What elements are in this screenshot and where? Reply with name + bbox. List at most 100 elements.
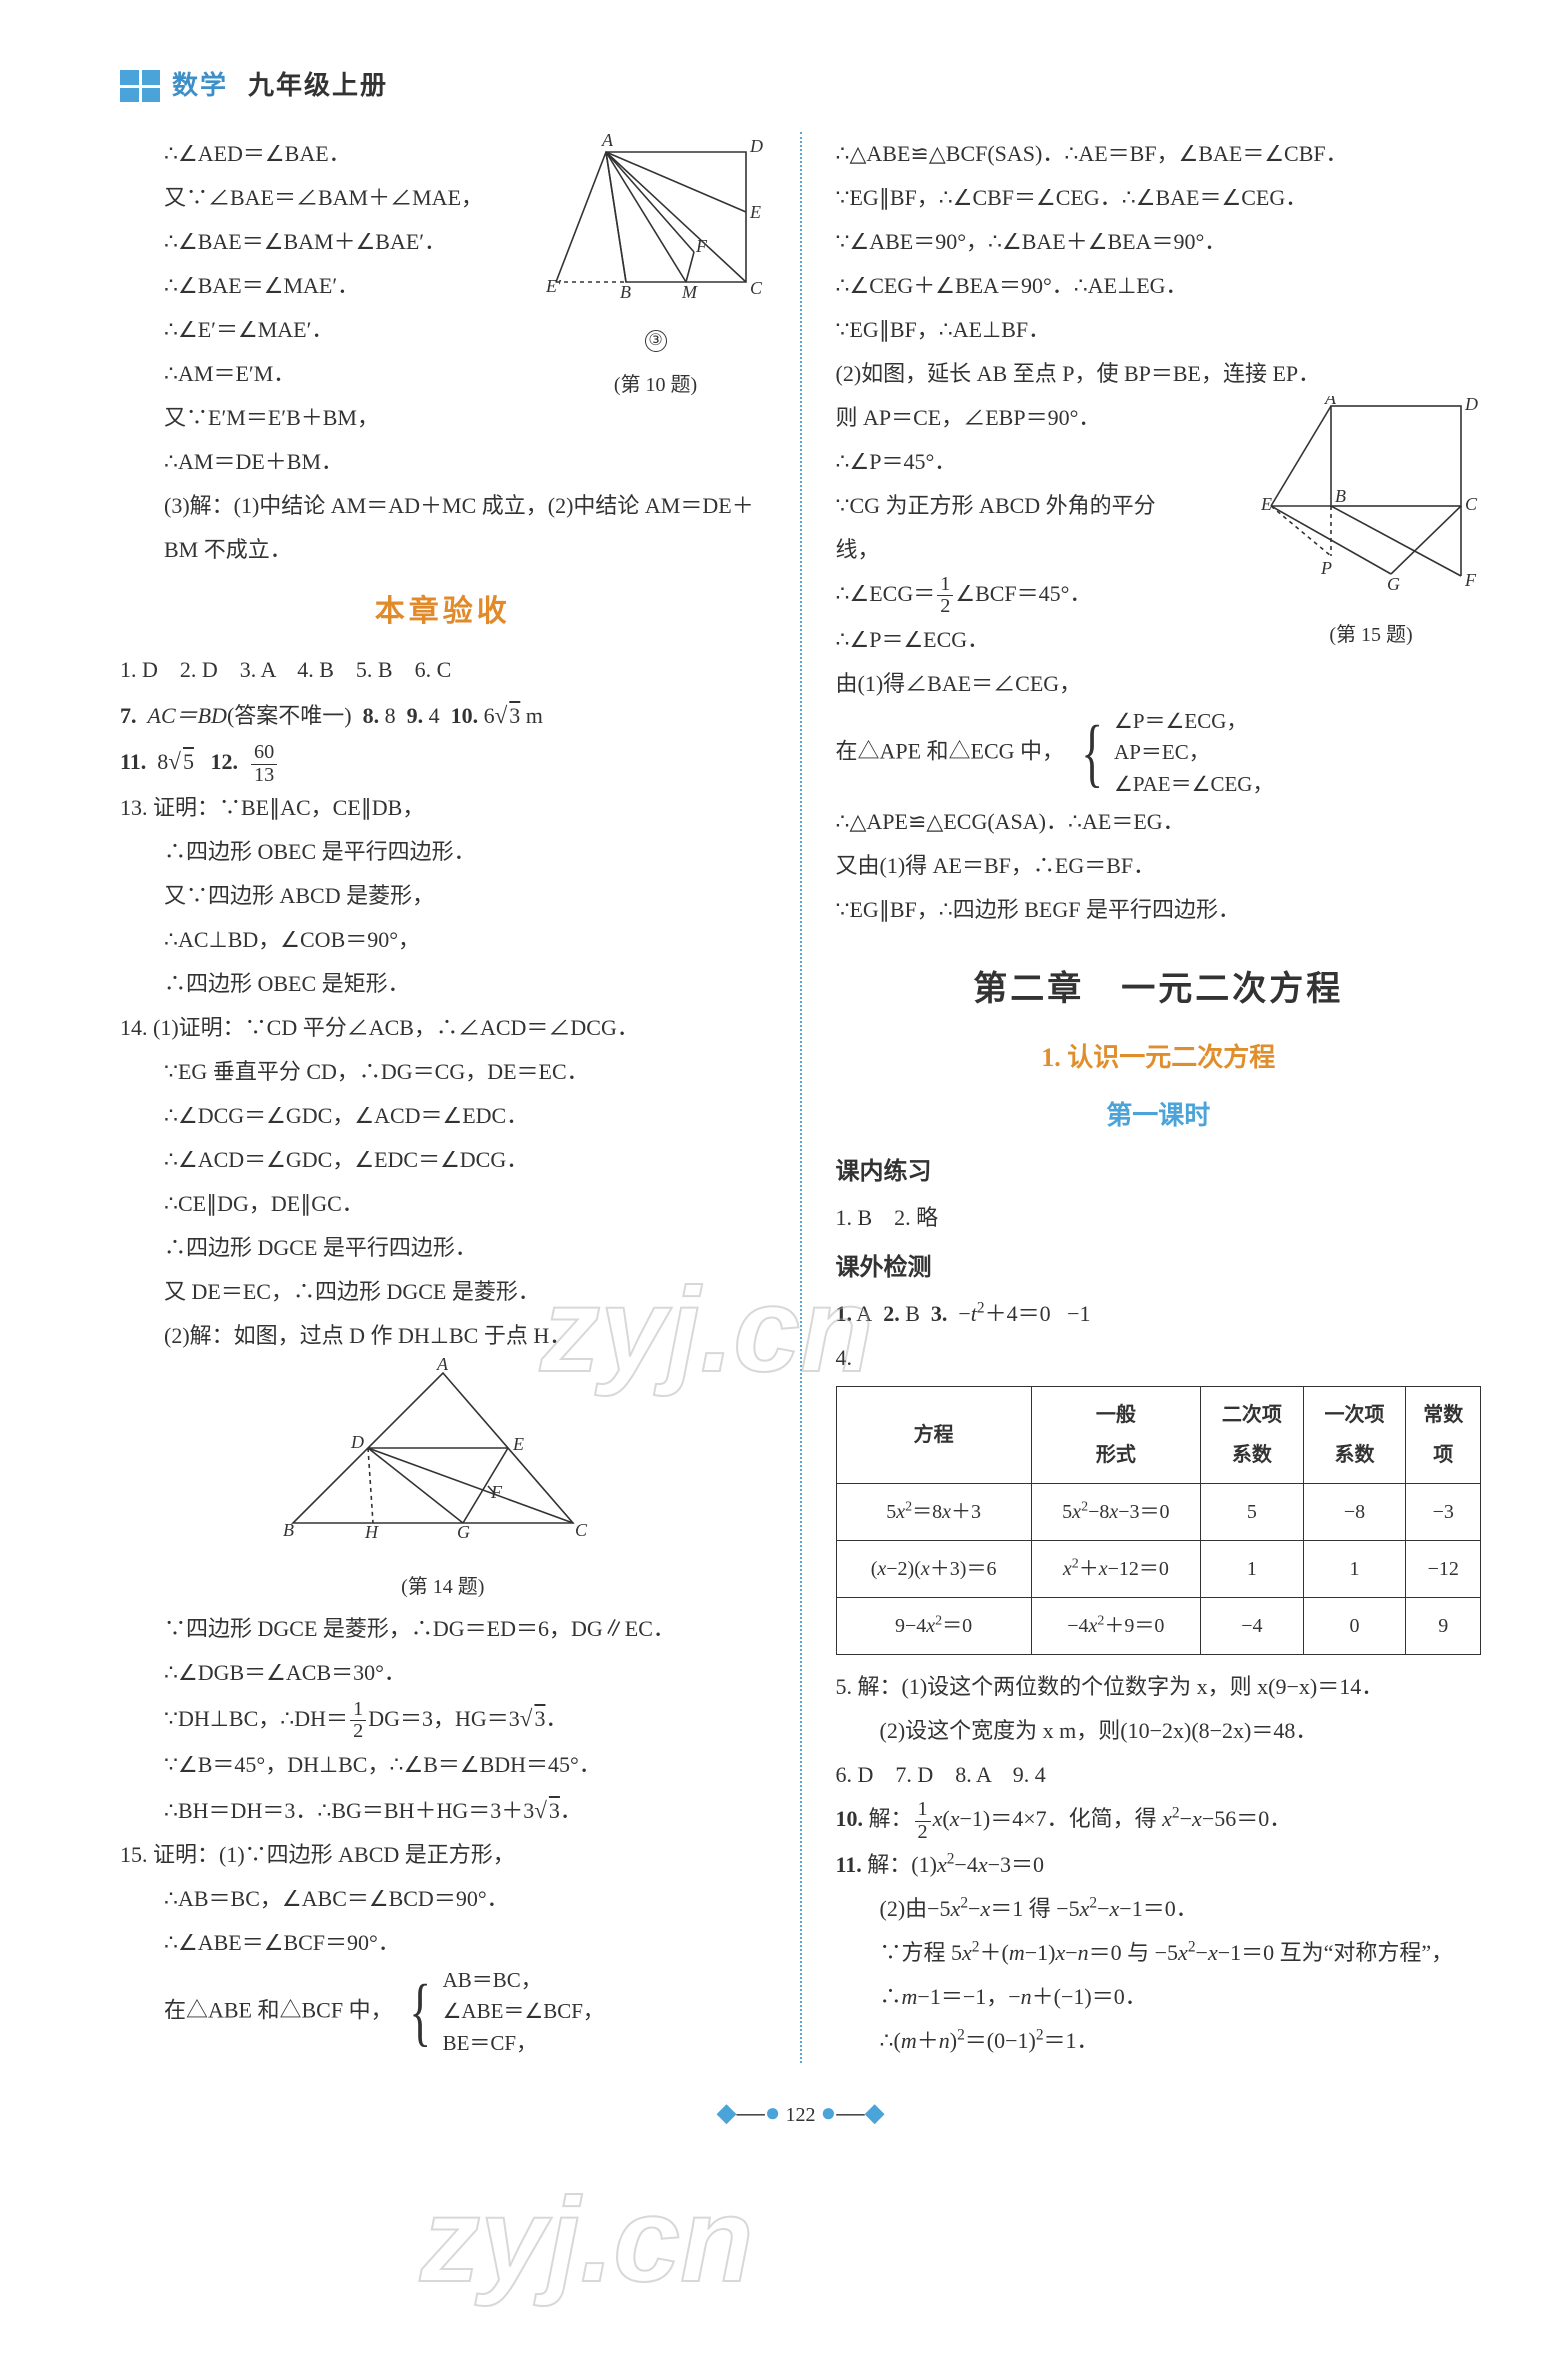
svg-text:A: A bbox=[436, 1358, 449, 1374]
p15b-l1: ∴△ABE≌△BCF(SAS)．∴AE＝BF，∠BAE＝∠CBF． bbox=[836, 132, 1482, 176]
tbl-h1: 方程 bbox=[836, 1387, 1031, 1484]
kw5b: (2)设这个宽度为 x m，则(10−2x)(8−2x)＝48． bbox=[836, 1709, 1482, 1753]
section-1-title: 1. 认识一元二次方程 bbox=[836, 1032, 1482, 1084]
p14a-l7: 又 DE＝EC，∴四边形 DGCE 是菱形． bbox=[120, 1270, 766, 1314]
p14a-l3: ∴∠DCG＝∠GDC，∠ACD＝∠EDC． bbox=[120, 1094, 766, 1138]
kw11b: (2)由−5x2−x＝1 得 −5x2−x−1＝0． bbox=[836, 1887, 1482, 1931]
p14a-l4: ∴∠ACD＝∠GDC，∠EDC＝∠DCG． bbox=[120, 1138, 766, 1182]
p15b-l5: ∵EG∥BF，∴AE⊥BF． bbox=[836, 308, 1482, 352]
p13-l2: ∴四边形 OBEC 是平行四边形． bbox=[120, 830, 766, 874]
p15a-l3: ∴∠ABE＝∠BCF＝90°． bbox=[120, 1921, 766, 1965]
svg-text:G: G bbox=[457, 1522, 470, 1542]
kw11d: ∴(m＋n)2＝(0−1)2＝1． bbox=[836, 2019, 1482, 2063]
table-row: (x−2)(x＋3)＝6 x2＋x−12＝0 1 1 −12 bbox=[836, 1541, 1481, 1598]
p14a-l1: 14. (1)证明：∵CD 平分∠ACB，∴∠ACD＝∠DCG． bbox=[120, 1006, 766, 1050]
equation-table: 方程 一般形式 二次项系数 一次项系数 常数项 5x2＝8x＋3 5x2−8x−… bbox=[836, 1386, 1482, 1655]
figure-10-caption: (第 10 题) bbox=[546, 365, 766, 405]
svg-text:F: F bbox=[1464, 570, 1477, 590]
page-header: 数学 九年级上册 bbox=[120, 60, 1481, 112]
left-column: A D E C M F B E′ ③ (第 10 题) ∴∠AED＝∠BAE． … bbox=[120, 132, 766, 2063]
tbl-h2: 一般形式 bbox=[1031, 1387, 1200, 1484]
svg-text:E: E bbox=[512, 1434, 524, 1454]
svg-text:B: B bbox=[1335, 486, 1346, 506]
table-row: 5x2＝8x＋3 5x2−8x−3＝0 5 −8 −3 bbox=[836, 1484, 1481, 1541]
figure-15: A D C B E P G F (第 15 题) bbox=[1261, 396, 1481, 655]
p15-congruence-1: 在△ABE 和△BCF 中， { AB＝BC， ∠ABE＝∠BCF， BE＝CF… bbox=[120, 1965, 766, 2060]
p13-l1: 13. 证明：∵BE∥AC，CE∥DB， bbox=[120, 786, 766, 830]
p14b-l2: ∴∠DGB＝∠ACB＝30°． bbox=[120, 1651, 766, 1695]
p14b-l5: ∴BH＝DH＝3．∴BG＝BH＋HG＝3＋3√3． bbox=[120, 1787, 766, 1833]
svg-text:H: H bbox=[364, 1522, 379, 1542]
p14b-l1: ∵四边形 DGCE 是菱形，∴DG＝ED＝6，DG∥EC． bbox=[120, 1607, 766, 1651]
p15b-l2: ∵EG∥BF，∴∠CBF＝∠CEG．∴∠BAE＝∠CEG． bbox=[836, 176, 1482, 220]
p15-congruence-2: 在△APE 和△ECG 中， { ∠P＝∠ECG， AP＝EC， ∠PAE＝∠C… bbox=[836, 706, 1482, 801]
svg-text:D: D bbox=[1464, 396, 1478, 414]
page-footer: ◆──● 122 ●──◆ bbox=[120, 2087, 1481, 2139]
p13-l5: ∴四边形 OBEC 是矩形． bbox=[120, 962, 766, 1006]
kw11a: 11. 解：(1)x2−4x−3＝0 bbox=[836, 1843, 1482, 1887]
figure-14-svg: A D E B H G C F bbox=[273, 1358, 613, 1548]
p10-3: (3)解：(1)中结论 AM＝AD＋MC 成立，(2)中结论 AM＝DE＋BM … bbox=[120, 484, 766, 572]
svg-text:A: A bbox=[1324, 396, 1337, 408]
header-logo bbox=[120, 70, 160, 102]
figure-15-svg: A D C B E P G F bbox=[1261, 396, 1481, 596]
p15c-l3: ∵CG 为正方形 ABCD 外角的平分线， bbox=[836, 484, 1176, 572]
p14b-l4: ∵∠B＝45°，DH⊥BC，∴∠B＝∠BDH＝45°． bbox=[120, 1743, 766, 1787]
svg-text:D: D bbox=[749, 136, 763, 156]
svg-text:E: E bbox=[749, 202, 761, 222]
figure-14-caption: (第 14 题) bbox=[120, 1567, 766, 1607]
p15d-l3: ∵EG∥BF，∴四边形 BEGF 是平行四边形． bbox=[836, 888, 1482, 932]
acc-1-6: 1. D 2. D 3. A 4. B 5. B 6. C bbox=[120, 648, 766, 692]
acc-7-10: 7. AC＝BD(答案不唯一) 8. 8 9. 4 10. 6√3 m bbox=[120, 692, 766, 738]
svg-text:B: B bbox=[620, 282, 631, 302]
p15d-l1: ∴△APE≌△ECG(ASA)．∴AE＝EG． bbox=[836, 800, 1482, 844]
p14a-l6: ∴四边形 DGCE 是平行四边形． bbox=[120, 1226, 766, 1270]
svg-text:P: P bbox=[1320, 558, 1332, 578]
svg-text:F: F bbox=[695, 236, 708, 256]
p15c2-l2: 由(1)得∠BAE＝∠CEG， bbox=[836, 662, 1482, 706]
p14b-intro: (2)解：如图，过点 D 作 DH⊥BC 于点 H． bbox=[120, 1314, 766, 1358]
p14a-l2: ∵EG 垂直平分 CD，∴DG＝CG，DE＝EC． bbox=[120, 1050, 766, 1094]
figure-15-caption: (第 15 题) bbox=[1261, 615, 1481, 655]
tbl-h4: 一次项系数 bbox=[1303, 1387, 1406, 1484]
svg-text:E: E bbox=[1261, 494, 1272, 514]
svg-text:C: C bbox=[575, 1520, 588, 1540]
svg-text:D: D bbox=[350, 1432, 364, 1452]
svg-text:C: C bbox=[750, 278, 763, 298]
p14a-l5: ∴CE∥DG，DE∥GC． bbox=[120, 1182, 766, 1226]
svg-text:F: F bbox=[490, 1482, 503, 1502]
figure-10-circled: ③ bbox=[645, 330, 667, 352]
svg-text:E′: E′ bbox=[546, 276, 562, 296]
kw5a: 5. 解：(1)设这个两位数的个位数字为 x，则 x(9−x)＝14． bbox=[836, 1665, 1482, 1709]
tbl-h3: 二次项系数 bbox=[1201, 1387, 1304, 1484]
kn-line1: 1. B 2. 略 bbox=[836, 1196, 1482, 1240]
p13-l3: 又∵四边形 ABCD 是菱形， bbox=[120, 874, 766, 918]
p15c-intro: (2)如图，延长 AB 至点 P，使 BP＝BE，连接 EP． bbox=[836, 352, 1482, 396]
kw6: 6. D 7. D 8. A 9. 4 bbox=[836, 1753, 1482, 1797]
figure-10-svg: A D E C M F B E′ bbox=[546, 132, 766, 302]
header-grade: 九年级上册 bbox=[248, 60, 388, 112]
table-row: 9−4x2＝0 −4x2＋9＝0 −4 0 9 bbox=[836, 1598, 1481, 1655]
svg-text:C: C bbox=[1465, 494, 1478, 514]
figure-10: A D E C M F B E′ ③ (第 10 题) bbox=[546, 132, 766, 405]
column-separator bbox=[800, 132, 802, 2063]
p15b-l4: ∴∠CEG＋∠BEA＝90°．∴AE⊥EG． bbox=[836, 264, 1482, 308]
tbl-h5: 常数项 bbox=[1406, 1387, 1481, 1484]
right-column: ∴△ABE≌△BCF(SAS)．∴AE＝BF，∠BAE＝∠CBF． ∵EG∥BF… bbox=[836, 132, 1482, 2063]
watermark-2: zyj.cn bbox=[420, 2120, 753, 2360]
kw-4-label: 4. bbox=[836, 1336, 1482, 1380]
acc-11-12: 11. 8√5 12. 6013 bbox=[120, 738, 766, 786]
page-number: 122 bbox=[786, 2104, 816, 2126]
svg-text:A: A bbox=[601, 132, 614, 150]
figure-14: A D E B H G C F (第 14 题) bbox=[120, 1358, 766, 1607]
p13-l4: ∴AC⊥BD，∠COB＝90°， bbox=[120, 918, 766, 962]
accept-title: 本章验收 bbox=[120, 582, 766, 642]
p10-l8: ∴AM＝DE＋BM． bbox=[120, 440, 766, 484]
p14b-l3: ∵DH⊥BC，∴DH＝12DG＝3，HG＝3√3． bbox=[120, 1695, 766, 1743]
p15d-l2: 又由(1)得 AE＝BF，∴EG＝BF． bbox=[836, 844, 1482, 888]
p15a-l1: 15. 证明：(1)∵四边形 ABCD 是正方形， bbox=[120, 1833, 766, 1877]
svg-text:M: M bbox=[681, 282, 698, 302]
lesson-1-title: 第一课时 bbox=[836, 1090, 1482, 1142]
kw-line1: 1. A 2. B 3. −t2＋4＝0 −1 bbox=[836, 1292, 1482, 1336]
out-class-heading: 课外检测 bbox=[836, 1244, 1482, 1292]
